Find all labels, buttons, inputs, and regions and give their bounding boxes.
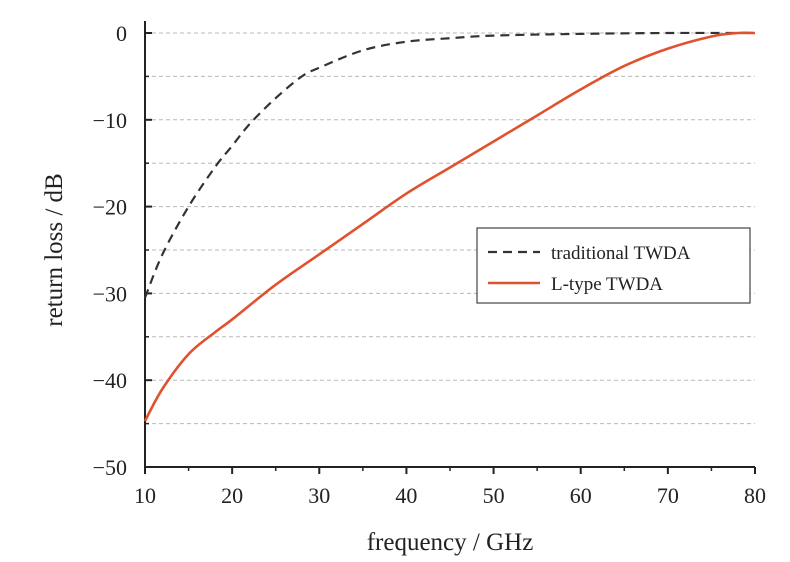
legend-label-l-type: L-type TWDA	[551, 274, 663, 295]
y-tick-label: −40	[93, 368, 127, 393]
x-tick-label: 60	[570, 483, 592, 508]
y-tick-label: −30	[93, 281, 127, 306]
legend-box	[476, 227, 751, 304]
series-line-l-type	[143, 31, 756, 422]
x-axis-label: frequency / GHz	[367, 529, 534, 556]
y-tick-label: −20	[93, 195, 127, 220]
y-tick-label: −50	[93, 455, 127, 480]
legend-label-traditional: traditional TWDA	[551, 243, 691, 264]
x-tick-label: 20	[221, 483, 243, 508]
x-tick-label: 40	[395, 483, 417, 508]
tick-labels: 0 −10 −20 −30 −40 −50 10 20 30 40 50 60 70 80	[93, 21, 766, 508]
y-tick-label: −10	[93, 108, 127, 133]
legend: traditional TWDA L-type TWDA	[476, 227, 751, 304]
x-tick-label: 10	[134, 483, 156, 508]
x-tick-label: 80	[744, 483, 766, 508]
series-group	[143, 31, 756, 422]
axes	[144, 21, 756, 474]
y-tick-label: 0	[116, 21, 127, 46]
x-tick-label: 30	[308, 483, 330, 508]
grid	[145, 32, 755, 425]
x-tick-label: 70	[657, 483, 679, 508]
x-tick-label: 50	[483, 483, 505, 508]
y-axis-label: return loss / dB	[41, 173, 68, 326]
series-line-traditional	[143, 31, 756, 299]
